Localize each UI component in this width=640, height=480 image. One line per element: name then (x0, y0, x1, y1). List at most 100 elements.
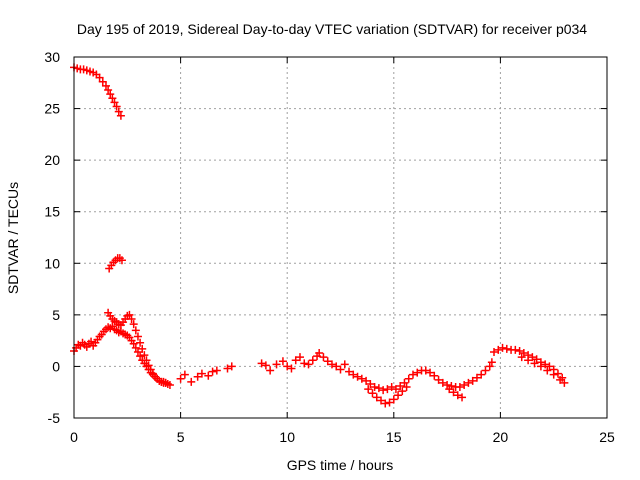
data-point (460, 380, 469, 389)
data-point (502, 344, 511, 353)
data-point (104, 86, 113, 95)
data-point (204, 371, 213, 380)
data-point (327, 360, 336, 369)
data-point (383, 385, 392, 394)
data-point (517, 353, 526, 362)
data-point (98, 77, 107, 86)
data-point (530, 359, 539, 368)
data-point (127, 314, 136, 323)
data-point (381, 399, 390, 408)
data-point (426, 368, 435, 377)
x-tick-label: 20 (493, 429, 509, 445)
data-point (308, 356, 317, 365)
data-point (146, 365, 155, 374)
data-point (227, 362, 236, 371)
data-point (385, 398, 394, 407)
data-point (193, 372, 202, 381)
data-point (443, 380, 452, 389)
data-point (541, 360, 550, 369)
data-point (304, 360, 313, 369)
data-point (197, 369, 206, 378)
series-mid-arc (105, 254, 126, 273)
data-point (549, 370, 558, 379)
data-point (515, 346, 524, 355)
data-point (112, 102, 121, 111)
data-point (133, 347, 142, 356)
data-point (283, 362, 292, 371)
data-point (323, 357, 332, 366)
data-point (485, 362, 494, 371)
data-point (266, 366, 275, 375)
data-point (336, 365, 345, 374)
series-arc-b (104, 308, 174, 389)
data-point (133, 332, 142, 341)
data-point (364, 385, 373, 394)
data-point (387, 383, 396, 392)
data-point (129, 339, 138, 348)
data-point (272, 360, 281, 369)
data-point (187, 377, 196, 386)
data-point (434, 375, 443, 384)
data-point (180, 370, 189, 379)
data-point (543, 366, 552, 375)
series-arc-c (304, 349, 496, 395)
data-point (389, 395, 398, 404)
data-point (391, 385, 400, 394)
data-point (340, 360, 349, 369)
data-point (430, 371, 439, 380)
data-point (136, 338, 145, 347)
x-tick-label: 5 (177, 429, 185, 445)
data-point (477, 370, 486, 379)
plot-frame (73, 56, 608, 419)
y-tick-label: 20 (44, 152, 60, 168)
data-point (458, 393, 467, 402)
data-point (176, 374, 185, 383)
data-point (370, 383, 379, 392)
data-point (108, 94, 117, 103)
data-point (295, 353, 304, 362)
data-point (291, 356, 300, 365)
data-point (208, 367, 217, 376)
y-tick-label: 30 (44, 49, 60, 65)
y-tick-label: 15 (44, 204, 60, 220)
data-point (117, 256, 126, 265)
data-point (95, 73, 104, 82)
data-point (498, 343, 507, 352)
data-point (131, 326, 140, 335)
x-tick-label: 10 (279, 429, 295, 445)
data-point (445, 385, 454, 394)
data-point (455, 383, 464, 392)
series-high-arc (70, 63, 125, 120)
x-axis-label: GPS time / hours (287, 457, 394, 473)
data-point (438, 378, 447, 387)
data-point (528, 353, 537, 362)
data-point (362, 376, 371, 385)
data-point (408, 370, 417, 379)
data-point (560, 378, 569, 387)
data-point (366, 379, 375, 388)
data-point (261, 361, 270, 370)
data-point (374, 384, 383, 393)
data-point (545, 362, 554, 371)
y-tick-label: 25 (44, 101, 60, 117)
data-point (257, 359, 266, 368)
data-point (140, 351, 149, 360)
data-point (114, 107, 123, 116)
data-point (468, 376, 477, 385)
x-tick-label: 0 (70, 429, 78, 445)
data-point (394, 391, 403, 400)
data-point (532, 355, 541, 364)
data-point (553, 369, 562, 378)
data-point (116, 111, 125, 120)
data-point (278, 357, 287, 366)
grid (74, 57, 607, 418)
data-point (142, 356, 151, 365)
data-point (87, 337, 96, 346)
data-point (536, 362, 545, 371)
data-point (379, 386, 388, 395)
data-point (487, 358, 496, 367)
data-point (368, 389, 377, 398)
data-point (357, 374, 366, 383)
y-tick-label: 5 (52, 307, 60, 323)
